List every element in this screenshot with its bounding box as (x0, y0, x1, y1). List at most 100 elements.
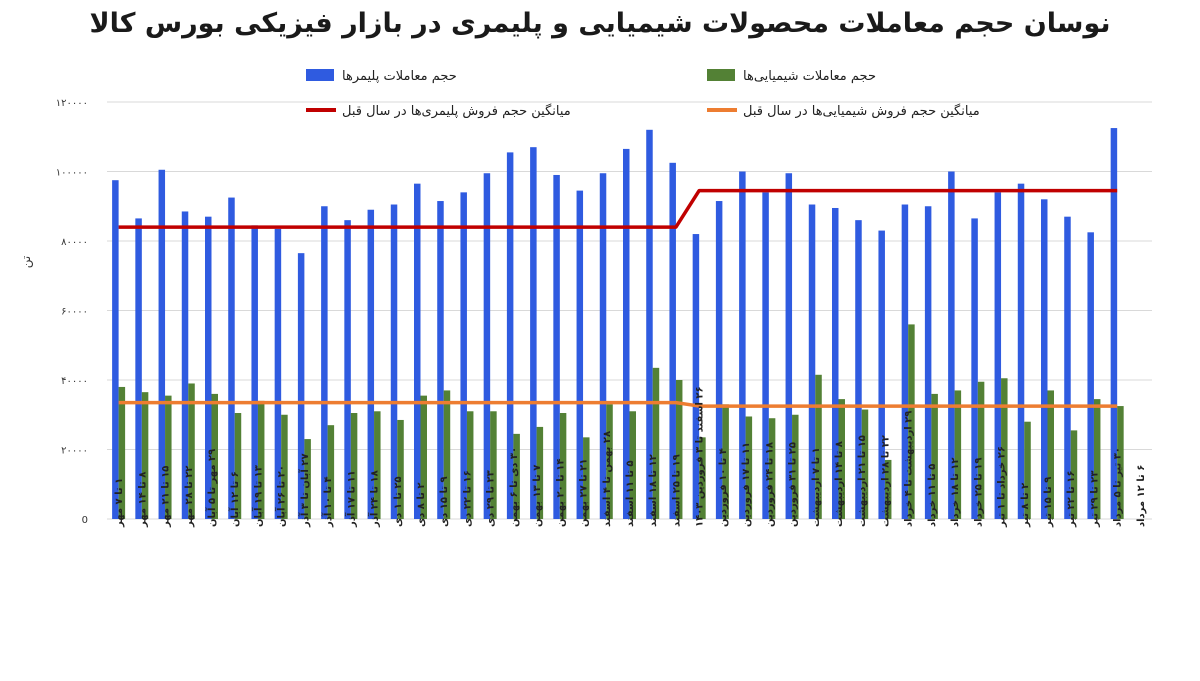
bar-chemical (722, 404, 729, 519)
bar-polymer (274, 228, 282, 519)
bar-polymer (344, 220, 351, 519)
bar-chemical (350, 413, 358, 519)
bar-polymer (762, 192, 769, 519)
bar-chemical (606, 404, 613, 519)
x-tick-label: ۱۸ تا ۲۴ فروردین (764, 442, 775, 527)
x-tick-label: ۲۳ تا ۲۹ دی (486, 470, 497, 527)
legend-swatch (306, 69, 334, 81)
x-tick-label: ۲۶ خرداد تا ۱ تیر (997, 446, 1008, 528)
y-axis-ticks: 0 ۲۰۰۰۰ ۴۰۰۰۰ ۶۰۰۰۰ ۸۰۰۰۰ ۱۰۰۰۰۰ ۱۲۰۰۰۰ (56, 98, 88, 526)
bar-chemical (420, 395, 427, 519)
bar-chemical (908, 324, 915, 519)
x-tick-label: ۴ تا ۱۰ آذر (321, 476, 334, 528)
bar-chemical (443, 390, 451, 519)
bar-chemical (327, 425, 335, 519)
legend-label: میانگین حجم فروش پلیمری‌ها در سال قبل (342, 103, 571, 119)
x-tick-label: ۳۰ دی تا ۶ بهمن (509, 447, 520, 527)
bar-chemical (466, 411, 474, 519)
y-axis-label: تن (19, 256, 34, 268)
bar-polymer (506, 152, 514, 519)
bar-chemical (374, 411, 381, 519)
x-tick-label: ۲۸ بهمن تا ۴ اسفند (602, 431, 613, 527)
bar-polymer (390, 204, 398, 519)
bar-polymer (669, 162, 676, 519)
polymer-average-line (118, 188, 1118, 229)
bar-polymer (623, 148, 630, 519)
x-tick-label: ۲ تا ۸ تیر (1020, 483, 1031, 528)
bar-polymer (646, 129, 653, 520)
average-lines (118, 188, 1118, 408)
bar-chemical (141, 392, 149, 519)
x-tick-label: ۱۱ تا ۱۷ آذر (344, 470, 357, 528)
legend-label: میانگین حجم فروش شیمیایی‌ها در سال قبل (743, 103, 980, 119)
bar-chemical (768, 418, 776, 519)
bar-polymer (924, 206, 932, 519)
x-tick-label: ۵ تا ۱۱ اسفند (625, 460, 636, 527)
bar-chemical (977, 381, 985, 519)
bar-chemical (861, 409, 869, 519)
bar-chemical (513, 433, 520, 519)
bar-polymer (1017, 183, 1025, 519)
bar-polymer (530, 147, 537, 520)
bar-chemical (792, 414, 799, 519)
x-tick-label: ۱۶ تا ۲۲ تیر (1066, 471, 1077, 528)
bar-polymer (599, 173, 607, 520)
bar-chemical (1093, 399, 1101, 519)
bar-polymer (739, 171, 746, 519)
bar-chemical (536, 426, 544, 519)
x-tick-label: ۵ تا ۱۱ خرداد (927, 464, 938, 527)
bar-chemical (931, 393, 938, 519)
bar-polymer (414, 183, 421, 519)
x-tick-label: ۹ تا ۱۵ دی (439, 476, 450, 527)
bar-polymer (135, 218, 142, 519)
bar-chemical (257, 400, 265, 519)
y-tick-label: ۴۰۰۰۰ (61, 376, 88, 387)
bar-chemical (745, 416, 753, 519)
x-tick-label: ۱۴ تا ۲۰ بهمن (555, 459, 566, 527)
x-axis-ticks: ۱ تا ۷ مهر ۸ تا ۱۴ مهر ۱۵ تا ۲۱ مهر ۲۲ تا ۲… (114, 386, 1147, 528)
bar-polymer (367, 209, 375, 519)
x-tick-label: ۷ تا ۱۳ بهمن (532, 465, 543, 527)
bar-chemical (490, 411, 497, 519)
x-tick-label: ۲۹ مهر تا ۵ آبان (205, 449, 218, 527)
x-tick-label: ۶ تا ۱۲ آبان (228, 471, 241, 527)
y-tick-label: ۲۰۰۰۰ (61, 446, 88, 457)
bar-chemical (1001, 378, 1008, 519)
x-tick-label: ۱۵ تا ۲۱ اردیبهشت (857, 435, 868, 527)
x-tick-label: ۱ تا ۷ مهر (114, 478, 125, 528)
bar-polymer (785, 173, 793, 520)
y-tick-label: ۱۰۰۰۰۰ (56, 168, 88, 179)
bar-chemical (675, 380, 683, 519)
bar-polymer (251, 225, 258, 520)
x-tick-label: ۱۹ تا ۲۵ اسفند (671, 454, 682, 527)
bar-chemical (281, 414, 288, 519)
bar-polymer (855, 220, 862, 519)
legend-label: حجم معاملات پلیمرها (342, 69, 457, 84)
bar-polymer (948, 171, 955, 519)
bar-polymer (1064, 216, 1071, 520)
x-tick-label: ۲۷ آبان تا ۳ آذر (298, 453, 311, 528)
x-tick-label: ۸ تا ۱۴ اردیبهشت (834, 441, 845, 527)
bar-polymer (692, 234, 700, 520)
x-tick-label: ۱۸ تا ۲۴ آذر (368, 470, 381, 528)
bar-chemical (304, 439, 311, 519)
y-tick-label: ۶۰۰۰۰ (61, 307, 88, 318)
chart-title: نوسان حجم معاملات محصولات شیمیایی و پلیم… (89, 8, 1111, 39)
bar-polymer (158, 169, 166, 519)
bar-polymer (1087, 232, 1094, 519)
bar-polymer (1110, 128, 1118, 519)
x-tick-label: ۲۶ اسفند تا ۳ فروردین ۱۴۰۳ (695, 386, 706, 527)
bar-chemical (652, 367, 660, 519)
x-tick-label: ۲۹ اردیبهشت تا ۴ خرداد (904, 411, 915, 527)
bar-polymer (901, 204, 909, 519)
bar-polymer (437, 201, 444, 519)
x-tick-label: ۱۶ تا ۲۲ دی (462, 470, 473, 527)
bar-chemical (1070, 430, 1078, 519)
y-tick-label: 0 (82, 515, 88, 526)
x-tick-label: ۱۲ تا ۱۸ خرداد (950, 457, 961, 527)
bar-chemical (815, 374, 822, 519)
bar-chemical (211, 393, 218, 519)
bar-chemical (165, 395, 172, 519)
x-tick-label: ۱ تا ۷ اردیبهشت (811, 447, 822, 527)
